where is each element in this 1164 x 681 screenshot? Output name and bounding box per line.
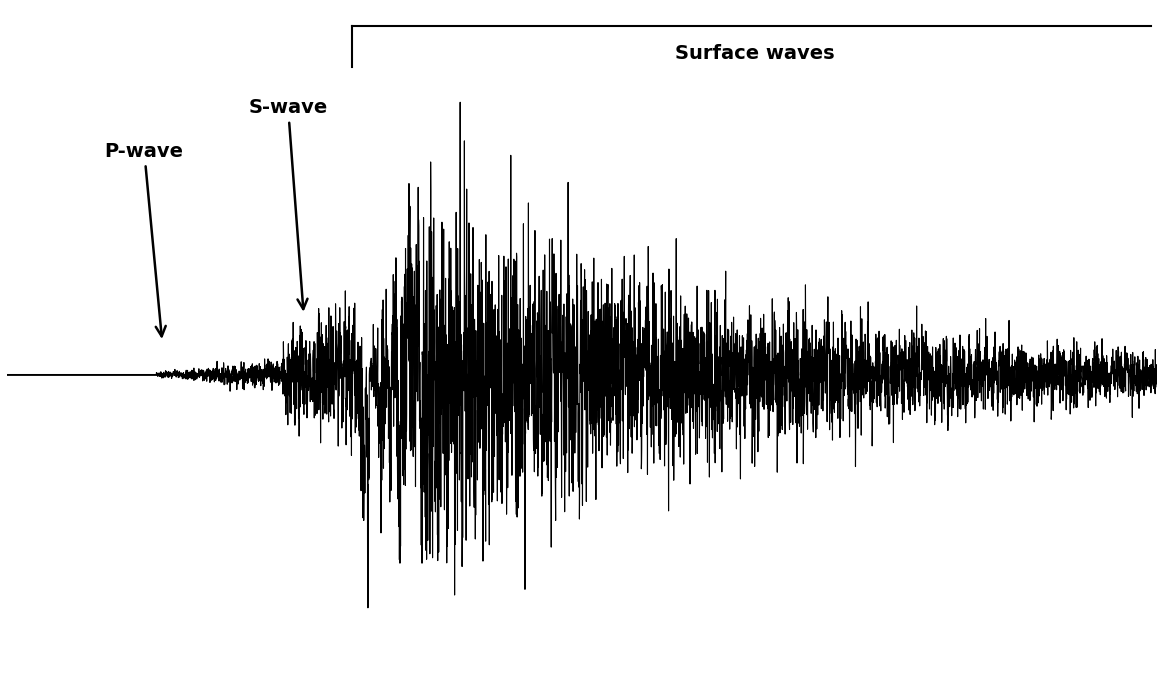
Text: Surface waves: Surface waves	[675, 44, 835, 63]
Text: S-wave: S-wave	[248, 98, 328, 309]
Text: P-wave: P-wave	[105, 142, 184, 336]
